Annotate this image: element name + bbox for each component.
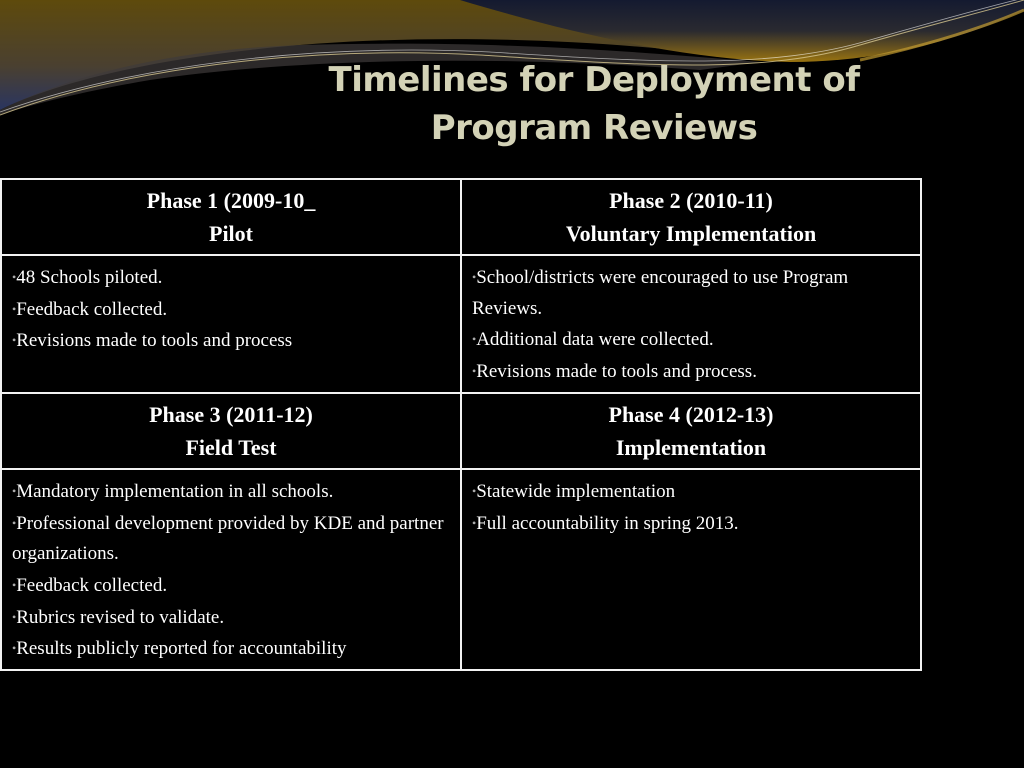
phase-2-bullets: •School/districts were encouraged to use… (460, 254, 922, 394)
phase-heading: Phase 3 (2011-12) (149, 401, 313, 427)
slide-title: Timelines for Deployment of Program Revi… (240, 56, 948, 152)
slide-title-line-2: Program Reviews (430, 108, 758, 148)
bullet-text: Results publicly reported for accountabi… (16, 638, 347, 660)
table-header-row: Phase 1 (2009-10_ Pilot Phase 2 (2010-11… (0, 178, 922, 256)
list-item: •Revisions made to tools and process (12, 325, 452, 357)
table-header-row: Phase 3 (2011-12) Field Test Phase 4 (20… (0, 391, 922, 470)
phase-4-bullets: •Statewide implementation •Full accounta… (460, 467, 922, 672)
list-item: •Additional data were collected. (472, 324, 912, 356)
list-item: •Professional development provided by KD… (12, 508, 452, 570)
list-item: •Mandatory implementation in all schools… (12, 476, 452, 508)
bullet-icon: • (12, 515, 17, 530)
bullet-icon: • (472, 364, 477, 379)
bullet-icon: • (12, 577, 17, 592)
phase-heading: Phase 2 (2010-11) (609, 188, 773, 213)
bullet-icon: • (12, 333, 17, 348)
bullet-text: Feedback collected. (16, 574, 168, 596)
list-item: •Feedback collected. (12, 570, 452, 602)
list-item: •Rubrics revised to validate. (12, 602, 452, 634)
bullet-icon: • (472, 515, 477, 530)
bullet-icon: • (472, 270, 477, 284)
bullet-text: Additional data were collected. (476, 329, 714, 351)
bullet-icon: • (12, 641, 17, 656)
phase-1-bullets: •48 Schools piloted. •Feedback collected… (0, 254, 462, 394)
list-item: •48 Schools piloted. (12, 262, 452, 294)
phase-subheading: Implementation (615, 434, 767, 460)
list-item: •Full accountability in spring 2013. (472, 508, 912, 540)
bullet-icon: • (12, 609, 17, 624)
phase-heading: Phase 4 (2012-13) (608, 401, 774, 427)
phases-table: Phase 1 (2009-10_ Pilot Phase 2 (2010-11… (0, 178, 922, 672)
bullet-icon: • (472, 332, 477, 347)
phase-1-header: Phase 1 (2009-10_ Pilot (0, 178, 462, 256)
list-item: •Feedback collected. (12, 294, 452, 326)
bullet-icon: • (472, 483, 477, 498)
phase-subheading: Voluntary Implementation (565, 221, 817, 246)
bullet-text: Mandatory implementation in all schools. (16, 480, 334, 502)
bullet-text: Statewide implementation (476, 480, 676, 502)
phase-3-header: Phase 3 (2011-12) Field Test (0, 391, 462, 470)
list-item: •School/districts were encouraged to use… (472, 262, 912, 324)
phase-2-header: Phase 2 (2010-11) Voluntary Implementati… (460, 178, 922, 256)
bullet-icon: • (12, 301, 17, 316)
bullet-icon: • (12, 483, 17, 498)
bullet-text: School/districts were encouraged to use … (472, 267, 849, 319)
table-row: •48 Schools piloted. •Feedback collected… (0, 254, 922, 394)
phase-subheading: Field Test (185, 434, 277, 460)
bullet-text: Revisions made to tools and process (16, 330, 293, 352)
phase-3-bullets: •Mandatory implementation in all schools… (0, 467, 462, 672)
phase-4-header: Phase 4 (2012-13) Implementation (460, 391, 922, 470)
list-item: •Results publicly reported for accountab… (12, 633, 452, 665)
phase-heading: Phase 1 (2009-10_ (146, 188, 316, 213)
slide-title-line-1: Timelines for Deployment of (328, 60, 860, 100)
bullet-text: Full accountability in spring 2013. (476, 512, 739, 534)
bullet-text: Feedback collected. (16, 298, 168, 320)
bullet-text: Rubrics revised to validate. (16, 606, 225, 628)
bullet-icon: • (12, 270, 17, 284)
list-item: •Statewide implementation (472, 476, 912, 508)
phase-subheading: Pilot (209, 221, 253, 246)
bullet-text: Revisions made to tools and process. (476, 361, 757, 383)
table-row: •Mandatory implementation in all schools… (0, 467, 922, 672)
list-item: •Revisions made to tools and process. (472, 356, 912, 388)
bullet-text: Professional development provided by KDE… (12, 512, 444, 565)
bullet-text: 48 Schools piloted. (16, 267, 163, 288)
